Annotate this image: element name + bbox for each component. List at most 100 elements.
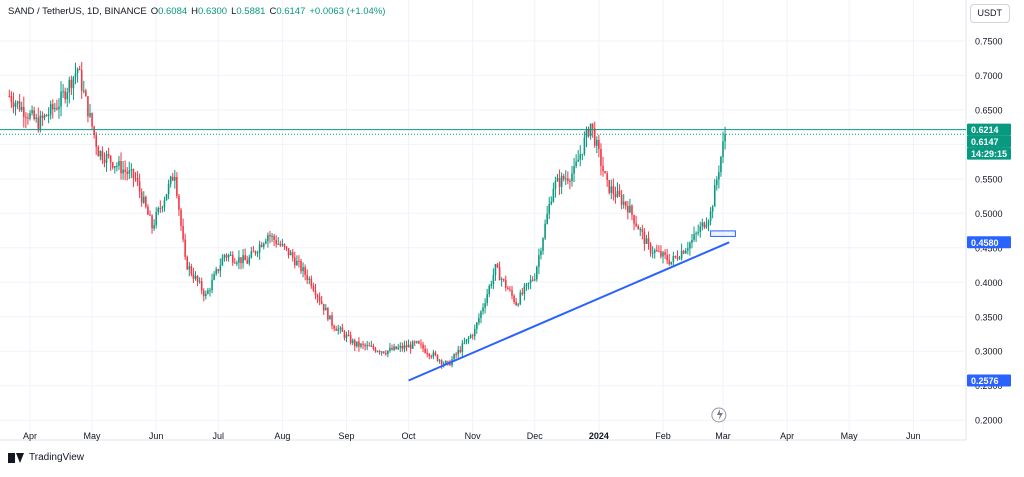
candle-body	[639, 229, 642, 231]
candle-body	[229, 254, 232, 256]
candle-body	[382, 351, 385, 354]
candle-body	[573, 166, 575, 174]
candle-body	[327, 308, 329, 320]
candle-body	[64, 91, 66, 100]
candle-body	[66, 92, 69, 100]
candle-body	[482, 307, 484, 312]
candle-body	[571, 173, 573, 182]
candle-body	[428, 353, 431, 357]
candle-body	[39, 115, 42, 131]
candle-body	[622, 201, 625, 205]
candles	[8, 61, 726, 369]
candle-body	[670, 261, 673, 265]
candle-body	[467, 337, 470, 340]
candle-body	[236, 262, 238, 264]
candle-body	[16, 101, 19, 104]
candle-body	[709, 211, 712, 222]
candle-body	[674, 256, 677, 258]
candle-body	[447, 361, 449, 363]
candle-body	[418, 341, 420, 344]
candle-body	[455, 354, 457, 356]
candle-body	[575, 161, 577, 167]
candle-body	[120, 161, 122, 174]
candle-body	[82, 90, 85, 92]
candle-body	[513, 295, 515, 302]
candle-body	[45, 115, 48, 117]
candle-body	[542, 238, 544, 251]
candle-body	[56, 107, 58, 110]
candle-body	[424, 348, 426, 353]
candle-body	[393, 346, 395, 350]
candle-body	[358, 341, 360, 347]
price-tag-label: 0.6214	[971, 125, 999, 135]
candle-body	[387, 350, 389, 355]
candle-body	[560, 175, 563, 187]
candle-body	[153, 225, 155, 229]
candle-body	[538, 255, 540, 267]
candle-body	[504, 279, 507, 288]
candle-body	[293, 257, 296, 266]
candle-body	[558, 177, 561, 187]
candle-body	[680, 250, 683, 259]
candle-body	[593, 128, 596, 146]
candle-body	[585, 128, 588, 138]
candle-body	[89, 113, 91, 117]
x-tick-label: Aug	[274, 431, 290, 441]
candle-body	[242, 255, 244, 264]
candle-body	[676, 256, 679, 259]
candle-body	[248, 257, 251, 264]
candle-body	[627, 206, 629, 213]
candle-body	[550, 201, 553, 205]
candle-body	[701, 222, 704, 227]
candle-body	[635, 223, 637, 226]
candle-body	[225, 255, 228, 258]
candle-body	[118, 161, 120, 166]
candle-body	[395, 346, 397, 350]
candle-body	[291, 252, 294, 258]
candle-body	[349, 335, 352, 344]
candle-body	[711, 206, 714, 212]
symbol-title[interactable]: SAND / TetherUS, 1D, BINANCE	[8, 6, 147, 17]
candle-body	[647, 238, 650, 244]
candle-body	[473, 328, 476, 337]
candle-body	[74, 73, 77, 78]
candle-body	[722, 141, 724, 157]
candle-body	[209, 290, 211, 292]
candle-body	[562, 175, 565, 180]
candle-body	[691, 239, 693, 243]
candle-body	[70, 79, 73, 89]
candle-body	[91, 113, 93, 127]
candle-body	[198, 281, 201, 283]
price-tag-countdown	[967, 147, 1011, 160]
x-axis: Apr May Jun Jul Aug Sep Oct Nov Dec 2024 Feb Mar Apr…	[23, 431, 921, 441]
candle-body	[310, 278, 313, 287]
currency-button[interactable]: USDT	[969, 4, 1010, 23]
candle-body	[610, 186, 613, 193]
candle-body	[260, 244, 263, 247]
price-tag-label: 0.2576	[971, 376, 999, 386]
candle-body	[308, 278, 311, 281]
candle-body	[672, 256, 675, 262]
candle-body	[194, 275, 197, 279]
candle-body	[397, 347, 400, 350]
candle-body	[407, 344, 410, 348]
candle-body	[478, 318, 480, 323]
candle-body	[72, 77, 75, 89]
candle-body	[277, 243, 280, 245]
candle-body	[300, 260, 302, 272]
candle-body	[219, 265, 222, 272]
candle-body	[337, 328, 340, 331]
price-tag-label: 0.6147	[971, 137, 999, 147]
candle-body	[111, 162, 114, 168]
candle-body	[370, 345, 373, 347]
candle-body	[364, 344, 366, 347]
candle-body	[322, 303, 325, 311]
candle-body	[285, 246, 288, 249]
candle-body	[29, 113, 31, 119]
candle-body	[461, 343, 464, 353]
footer-brand[interactable]: TradingView	[8, 452, 84, 463]
candle-body	[699, 226, 702, 233]
candle-body	[374, 348, 377, 352]
candle-body	[631, 205, 633, 216]
